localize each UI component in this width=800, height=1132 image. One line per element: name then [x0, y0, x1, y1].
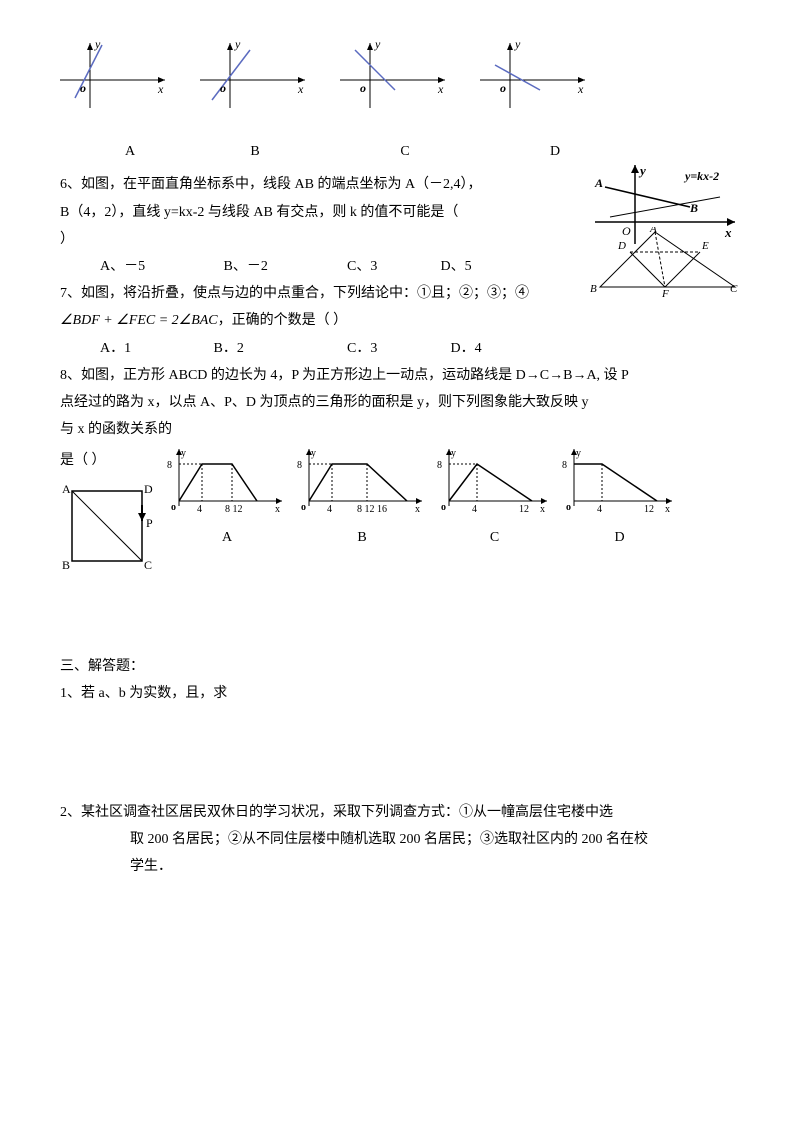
svg-text:y: y	[514, 40, 521, 51]
svg-text:y: y	[311, 448, 316, 459]
mini-graph-b: y x o	[200, 40, 310, 119]
svg-text:y: y	[576, 448, 581, 459]
svg-text:o: o	[220, 81, 226, 95]
q8-square-figure: A B C D P	[60, 479, 155, 583]
svg-text:4: 4	[197, 504, 202, 515]
svg-text:D: D	[617, 240, 626, 252]
svg-text:x: x	[540, 504, 545, 515]
svg-text:x: x	[577, 82, 584, 96]
q8-label-c: C	[437, 525, 552, 550]
svg-text:B: B	[590, 283, 597, 295]
question-6: y x O A B y=kx-2 A B C D E F 6、如图，在平面直角坐…	[60, 172, 740, 279]
mini-graph-a: y x o	[60, 40, 170, 119]
section-3-q2a: 2、某社区调查社区居民双休日的学习状况，采取下列调查方式：①从一幢高层住宅楼中选	[60, 800, 740, 825]
svg-text:8: 8	[297, 460, 302, 471]
q8-text-4-wrap: 是（ ） A B C D P	[60, 446, 155, 583]
svg-text:4: 4	[597, 504, 602, 515]
svg-text:4: 4	[472, 504, 477, 515]
svg-text:o: o	[360, 81, 366, 95]
q8-label-a: A	[167, 525, 287, 550]
svg-text:y: y	[234, 40, 241, 51]
svg-text:x: x	[275, 504, 280, 515]
svg-text:A: A	[62, 482, 71, 496]
section-3: 三、解答题： 1、若 a、b 为实数，且，求 2、某社区调查社区居民双休日的学习…	[60, 654, 740, 880]
svg-text:B: B	[62, 558, 70, 572]
q8-graphs-row: 8 y o x 4 8 12 A 8 y	[167, 446, 740, 550]
svg-text:A: A	[594, 176, 603, 190]
q7-figure: A B C D E F	[590, 227, 740, 306]
q8-graph-b: 8 y o x 4 8 12 16 B	[297, 446, 427, 550]
mini-graph-d: y x o	[480, 40, 590, 119]
svg-text:y: y	[181, 448, 186, 459]
svg-text:B: B	[689, 201, 698, 215]
svg-text:C: C	[730, 283, 738, 295]
label-a: A	[90, 139, 170, 164]
q8-label-d: D	[562, 525, 677, 550]
svg-text:o: o	[500, 81, 506, 95]
graph-labels-row: A B C D	[60, 139, 740, 164]
mini-graph-c: y x o	[340, 40, 450, 119]
svg-text:o: o	[301, 502, 306, 513]
svg-text:12: 12	[644, 504, 654, 515]
q8-text-4: 是（ ）	[60, 448, 155, 473]
axis-y-label: y	[94, 40, 101, 51]
svg-text:x: x	[665, 504, 670, 515]
label-b: B	[200, 139, 310, 164]
q7-options: A．1 B．2 C．3 D．4	[100, 336, 740, 361]
q8-text-1: 8、如图，正方形 ABCD 的边长为 4，P 为正方形边上一动点，运动路线是 D…	[60, 363, 740, 388]
svg-text:y: y	[638, 163, 646, 178]
q7-formula: ∠BDF + ∠FEC = 2∠BAC	[60, 313, 218, 328]
section-3-q2c: 学生．	[60, 854, 740, 879]
section-3-q2b: 取 200 名居民；②从不同住层楼中随机选取 200 名居民；③选取社区内的 2…	[60, 827, 740, 852]
svg-text:o: o	[566, 502, 571, 513]
q8-graph-c: 8 y o x 4 12 C	[437, 446, 552, 550]
q8-graph-d: 8 y o x 4 12 D	[562, 446, 677, 550]
q6-text-2: B（4，2），直线 y=kx-2 与线段 AB 有交点，则 k 的值不可能是（	[60, 200, 570, 225]
svg-text:F: F	[661, 288, 669, 297]
svg-text:A: A	[649, 227, 657, 235]
svg-text:12: 12	[519, 504, 529, 515]
section-3-title: 三、解答题：	[60, 654, 740, 679]
svg-text:C: C	[144, 558, 152, 572]
q7-formula-line: ∠BDF + ∠FEC = 2∠BAC，正确的个数是（ ）	[60, 308, 740, 333]
q7-text-2: ，正确的个数是（ ）	[218, 313, 348, 328]
question-8: 8、如图，正方形 ABCD 的边长为 4，P 为正方形边上一动点，运动路线是 D…	[60, 363, 740, 584]
svg-text:8 12: 8 12	[225, 504, 243, 515]
q6-text-1: 6、如图，在平面直角坐标系中，线段 AB 的端点坐标为 A（－2,4），	[60, 172, 570, 197]
svg-text:8 12 16: 8 12 16	[357, 504, 387, 515]
svg-text:o: o	[171, 502, 176, 513]
svg-text:E: E	[701, 240, 709, 252]
svg-text:8: 8	[437, 460, 442, 471]
svg-text:8: 8	[562, 460, 567, 471]
q8-label-b: B	[297, 525, 427, 550]
svg-text:x: x	[297, 82, 304, 96]
svg-text:D: D	[144, 482, 153, 496]
section-3-q1: 1、若 a、b 为实数，且，求	[60, 681, 740, 706]
svg-text:x: x	[437, 82, 444, 96]
svg-text:o: o	[441, 502, 446, 513]
q8-graph-a: 8 y o x 4 8 12 A	[167, 446, 287, 550]
q8-text-2: 点经过的路为 x，以点 A、P、D 为顶点的三角形的面积是 y，则下列图象能大致…	[60, 390, 740, 415]
svg-text:4: 4	[327, 504, 332, 515]
svg-text:y: y	[374, 40, 381, 51]
svg-text:8: 8	[167, 460, 172, 471]
mini-graph-row: y x o y x o y x o y x o	[60, 40, 740, 119]
svg-text:y=kx-2: y=kx-2	[683, 169, 719, 183]
svg-text:x: x	[415, 504, 420, 515]
q8-text-3: 与 x 的函数关系的	[60, 417, 740, 442]
svg-text:P: P	[146, 516, 153, 530]
axis-x-label: x	[157, 82, 164, 96]
label-d: D	[500, 139, 610, 164]
label-c: C	[340, 139, 470, 164]
origin-label: o	[80, 81, 86, 95]
svg-text:y: y	[451, 448, 456, 459]
